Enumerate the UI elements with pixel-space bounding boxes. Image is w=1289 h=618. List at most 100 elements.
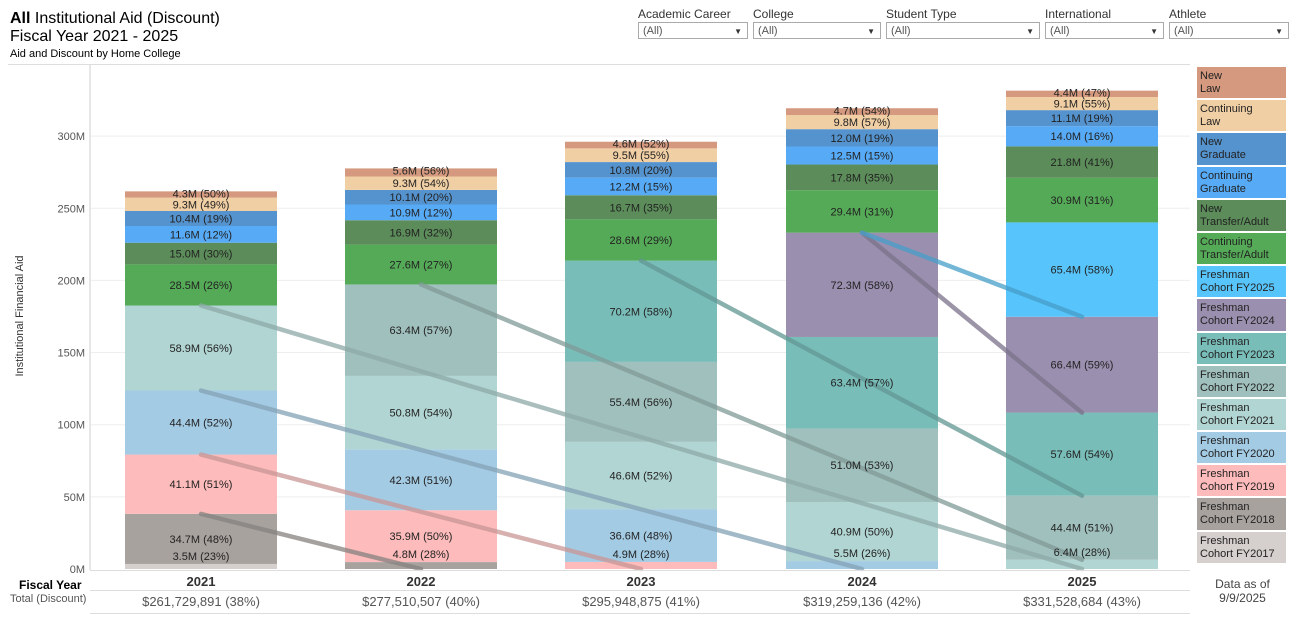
- data-label: 4.3M (50%): [173, 188, 230, 200]
- legend-item[interactable]: Freshman Cohort FY2020: [1197, 432, 1286, 464]
- data-label: 12.0M (19%): [831, 133, 894, 145]
- bar-segment: [125, 197, 277, 211]
- data-label: 4.7M (54%): [834, 105, 891, 117]
- total-discount-value: $319,259,136 (42%): [803, 594, 921, 609]
- y-tick-label: 250M: [57, 203, 85, 215]
- legend-item[interactable]: Freshman Cohort FY2025: [1197, 266, 1286, 298]
- bar-segment: [565, 219, 717, 261]
- legend-label-line2: Law: [1200, 116, 1221, 129]
- data-label: 44.4M (52%): [170, 418, 233, 430]
- y-tick-label: 200M: [57, 275, 85, 287]
- data-label: 16.7M (35%): [610, 202, 673, 214]
- bar-segment: [565, 141, 717, 149]
- data-label: 55.4M (56%): [610, 397, 673, 409]
- filter-label: International: [1045, 7, 1112, 21]
- bar-segment: [565, 148, 717, 163]
- bar-segment: [565, 177, 717, 196]
- bar-segment: [786, 129, 938, 147]
- bar-segment: [125, 242, 277, 265]
- data-label: 4.4M (47%): [1054, 88, 1111, 100]
- total-discount-value: $331,528,684 (43%): [1023, 594, 1141, 609]
- legend-item[interactable]: Freshman Cohort FY2017: [1197, 531, 1286, 563]
- divider: [90, 613, 1190, 614]
- data-label: 16.9M (32%): [390, 227, 453, 239]
- bar-segment: [786, 164, 938, 191]
- data-label: 58.9M (56%): [170, 343, 233, 355]
- bar-segment: [125, 191, 277, 198]
- legend-item[interactable]: Continuing Transfer/Adult: [1197, 232, 1286, 265]
- legend-item[interactable]: New Graduate: [1197, 133, 1286, 165]
- x-tick-label: 2024: [847, 574, 877, 589]
- bar-segment: [345, 204, 497, 221]
- data-label: 70.2M (58%): [610, 306, 673, 318]
- legend-item[interactable]: Freshman Cohort FY2024: [1197, 299, 1286, 331]
- data-label: 9.3M (49%): [173, 199, 230, 211]
- data-label: 63.4M (57%): [831, 378, 894, 390]
- cohort-trend-line: [198, 303, 1085, 572]
- legend-item[interactable]: Continuing Graduate: [1197, 166, 1286, 198]
- data-label: 57.6M (54%): [1051, 449, 1114, 461]
- legend-item[interactable]: Freshman Cohort FY2021: [1197, 398, 1286, 431]
- legend-label-line1: Freshman: [1200, 335, 1250, 348]
- data-as-of-date: 9/9/2025: [1219, 591, 1266, 605]
- filter-label: Student Type: [886, 7, 957, 21]
- data-label: 63.4M (57%): [390, 325, 453, 337]
- international-select[interactable]: (All) ▼: [1045, 22, 1164, 39]
- divider: [90, 590, 1190, 591]
- data-label: 72.3M (58%): [831, 280, 894, 292]
- legend-item[interactable]: Freshman Cohort FY2019: [1197, 465, 1286, 497]
- student-type-select[interactable]: (All) ▼: [886, 22, 1040, 39]
- data-label: 41.1M (51%): [170, 479, 233, 491]
- college-select[interactable]: (All) ▼: [753, 22, 881, 39]
- legend-item[interactable]: New Transfer/Adult: [1197, 199, 1286, 231]
- data-as-of-label: Data as of: [1215, 577, 1270, 591]
- bar-segment: [565, 195, 717, 220]
- legend-item[interactable]: Continuing Law: [1197, 100, 1286, 132]
- data-label: 15.0M (30%): [170, 249, 233, 261]
- legend-label-line1: Continuing: [1200, 169, 1253, 182]
- legend-label-line1: Freshman: [1200, 468, 1250, 481]
- legend-label-line2: Graduate: [1200, 149, 1246, 162]
- total-discount-value: $295,948,875 (41%): [582, 594, 700, 609]
- academic-career-select[interactable]: (All) ▼: [638, 22, 748, 39]
- data-label: 35.9M (50%): [390, 531, 453, 543]
- x-tick-label: 2021: [186, 574, 216, 589]
- data-as-of: Data as of 9/9/2025: [1200, 577, 1285, 605]
- cohort-trend-line: [638, 258, 1085, 498]
- data-label: 29.4M (31%): [831, 206, 894, 218]
- select-value: (All): [758, 25, 778, 37]
- bar-segment: [786, 561, 938, 569]
- legend-label-line1: Freshman: [1200, 501, 1250, 514]
- data-label: 46.6M (52%): [610, 470, 673, 482]
- y-tick-label: 100M: [57, 420, 85, 432]
- bar-segment: [125, 563, 277, 569]
- bar-segment: [345, 284, 497, 376]
- legend-label-line2: Cohort FY2017: [1200, 547, 1275, 560]
- legend-label-line1: Continuing: [1200, 235, 1253, 248]
- x-tick-label: 2022: [406, 574, 436, 589]
- bar-segment: [125, 513, 277, 564]
- legend-label-line1: Freshman: [1200, 401, 1250, 414]
- data-label: 30.9M (31%): [1051, 195, 1114, 207]
- select-value: (All): [1174, 25, 1194, 37]
- legend-label-line2: Transfer/Adult: [1200, 248, 1269, 261]
- legend-label-line1: New: [1200, 136, 1223, 149]
- filter-college: College (All) ▼: [753, 6, 881, 39]
- chart-caption: Aid and Discount by Home College: [10, 48, 181, 60]
- legend-item[interactable]: Freshman Cohort FY2018: [1197, 498, 1286, 530]
- legend-item[interactable]: Freshman Cohort FY2023: [1197, 332, 1286, 364]
- total-discount-value: $261,729,891 (38%): [142, 594, 260, 609]
- total-discount-label: Total (Discount): [10, 593, 87, 605]
- data-label: 21.8M (41%): [1051, 157, 1114, 169]
- legend-item[interactable]: Freshman Cohort FY2022: [1197, 365, 1286, 397]
- bar-segment: [1006, 146, 1158, 178]
- bar-segment: [786, 190, 938, 233]
- bar-segment: [1006, 559, 1158, 569]
- legend-item[interactable]: New Law: [1197, 67, 1286, 99]
- data-label: 10.4M (19%): [170, 213, 233, 225]
- bar-segment: [345, 244, 497, 285]
- bar-segment: [1006, 222, 1158, 317]
- legend-label-line2: Cohort FY2022: [1200, 381, 1275, 394]
- bar-segment: [565, 260, 717, 362]
- filter-label: Academic Career: [638, 7, 731, 21]
